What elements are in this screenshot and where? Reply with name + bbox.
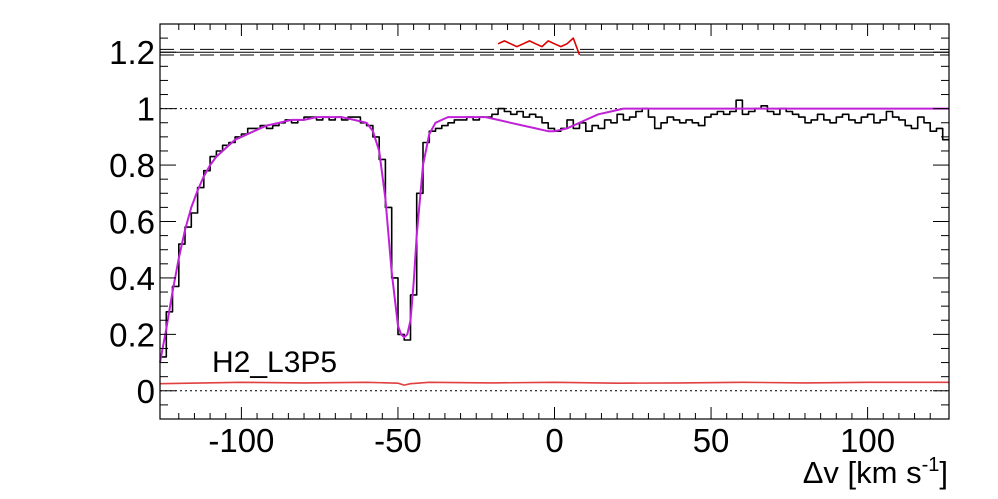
y-tick-label: 1 <box>137 91 155 128</box>
series-line-0 <box>160 99 949 358</box>
y-tick-label: 1.2 <box>109 34 155 71</box>
series-line-1 <box>159 107 949 363</box>
y-tick-label: 0.8 <box>109 147 155 184</box>
series-line-3 <box>497 37 581 56</box>
x-axis-label-close: ] <box>939 455 948 490</box>
x-tick-label: -100 <box>208 422 274 459</box>
axis-ticks <box>160 23 949 420</box>
series-line-2 <box>159 381 949 386</box>
x-axis-label-sup: -1 <box>922 454 940 476</box>
x-tick-label: -50 <box>374 422 422 459</box>
series-layer <box>159 37 949 386</box>
y-tick-label: 0.6 <box>109 204 155 241</box>
tick-labels: -100 -50 0 50 100 0 0.2 0.4 0.6 0.8 1 1.2 <box>109 34 895 459</box>
y-tick-label: 0.2 <box>109 316 155 353</box>
reference-lines <box>160 48 949 392</box>
x-tick-label: 0 <box>545 422 563 459</box>
y-tick-label: 0 <box>137 373 155 410</box>
y-tick-label: 0.4 <box>109 260 155 297</box>
x-axis-label: Δv [km s-1] <box>803 454 948 490</box>
x-tick-label: 100 <box>840 422 895 459</box>
line-annotation: H2_L3P5 <box>212 346 337 379</box>
x-axis-label-main: Δv [km s <box>803 455 922 490</box>
x-tick-label: 50 <box>693 422 730 459</box>
